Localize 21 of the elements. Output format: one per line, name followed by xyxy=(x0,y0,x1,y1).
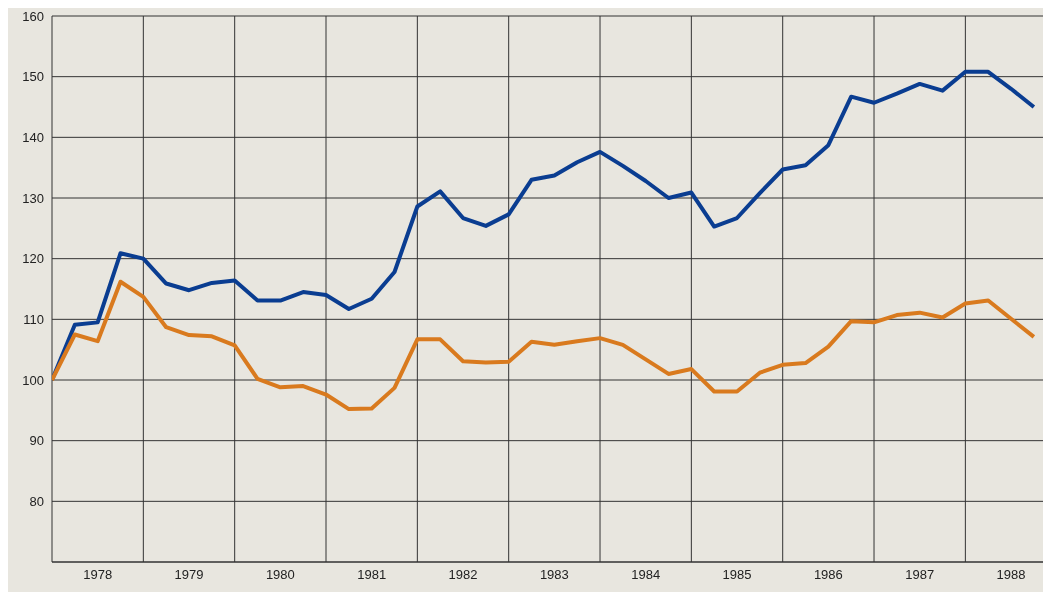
y-tick-label: 90 xyxy=(29,433,44,449)
x-tick-label: 1988 xyxy=(996,567,1026,583)
x-tick-label: 1981 xyxy=(357,567,387,583)
y-tick-label: 160 xyxy=(22,8,44,24)
x-tick-label: 1980 xyxy=(265,567,295,583)
x-tick-label: 1986 xyxy=(813,567,843,583)
x-tick-label: 1983 xyxy=(539,567,569,583)
x-tick-label: 1985 xyxy=(722,567,752,583)
y-tick-label: 140 xyxy=(22,129,44,145)
y-tick-label: 80 xyxy=(29,493,44,509)
x-tick-label: 1987 xyxy=(905,567,935,583)
y-tick-label: 120 xyxy=(22,251,44,267)
y-tick-label: 110 xyxy=(23,311,44,327)
x-tick-label: 1984 xyxy=(631,567,661,583)
x-tick-label: 1978 xyxy=(83,567,113,583)
y-tick-label: 130 xyxy=(22,190,44,206)
x-tick-label: 1982 xyxy=(448,567,478,583)
y-tick-label: 150 xyxy=(22,69,44,85)
y-tick-label: 100 xyxy=(22,372,44,388)
x-tick-label: 1979 xyxy=(174,567,204,583)
line-series xyxy=(52,279,1036,412)
